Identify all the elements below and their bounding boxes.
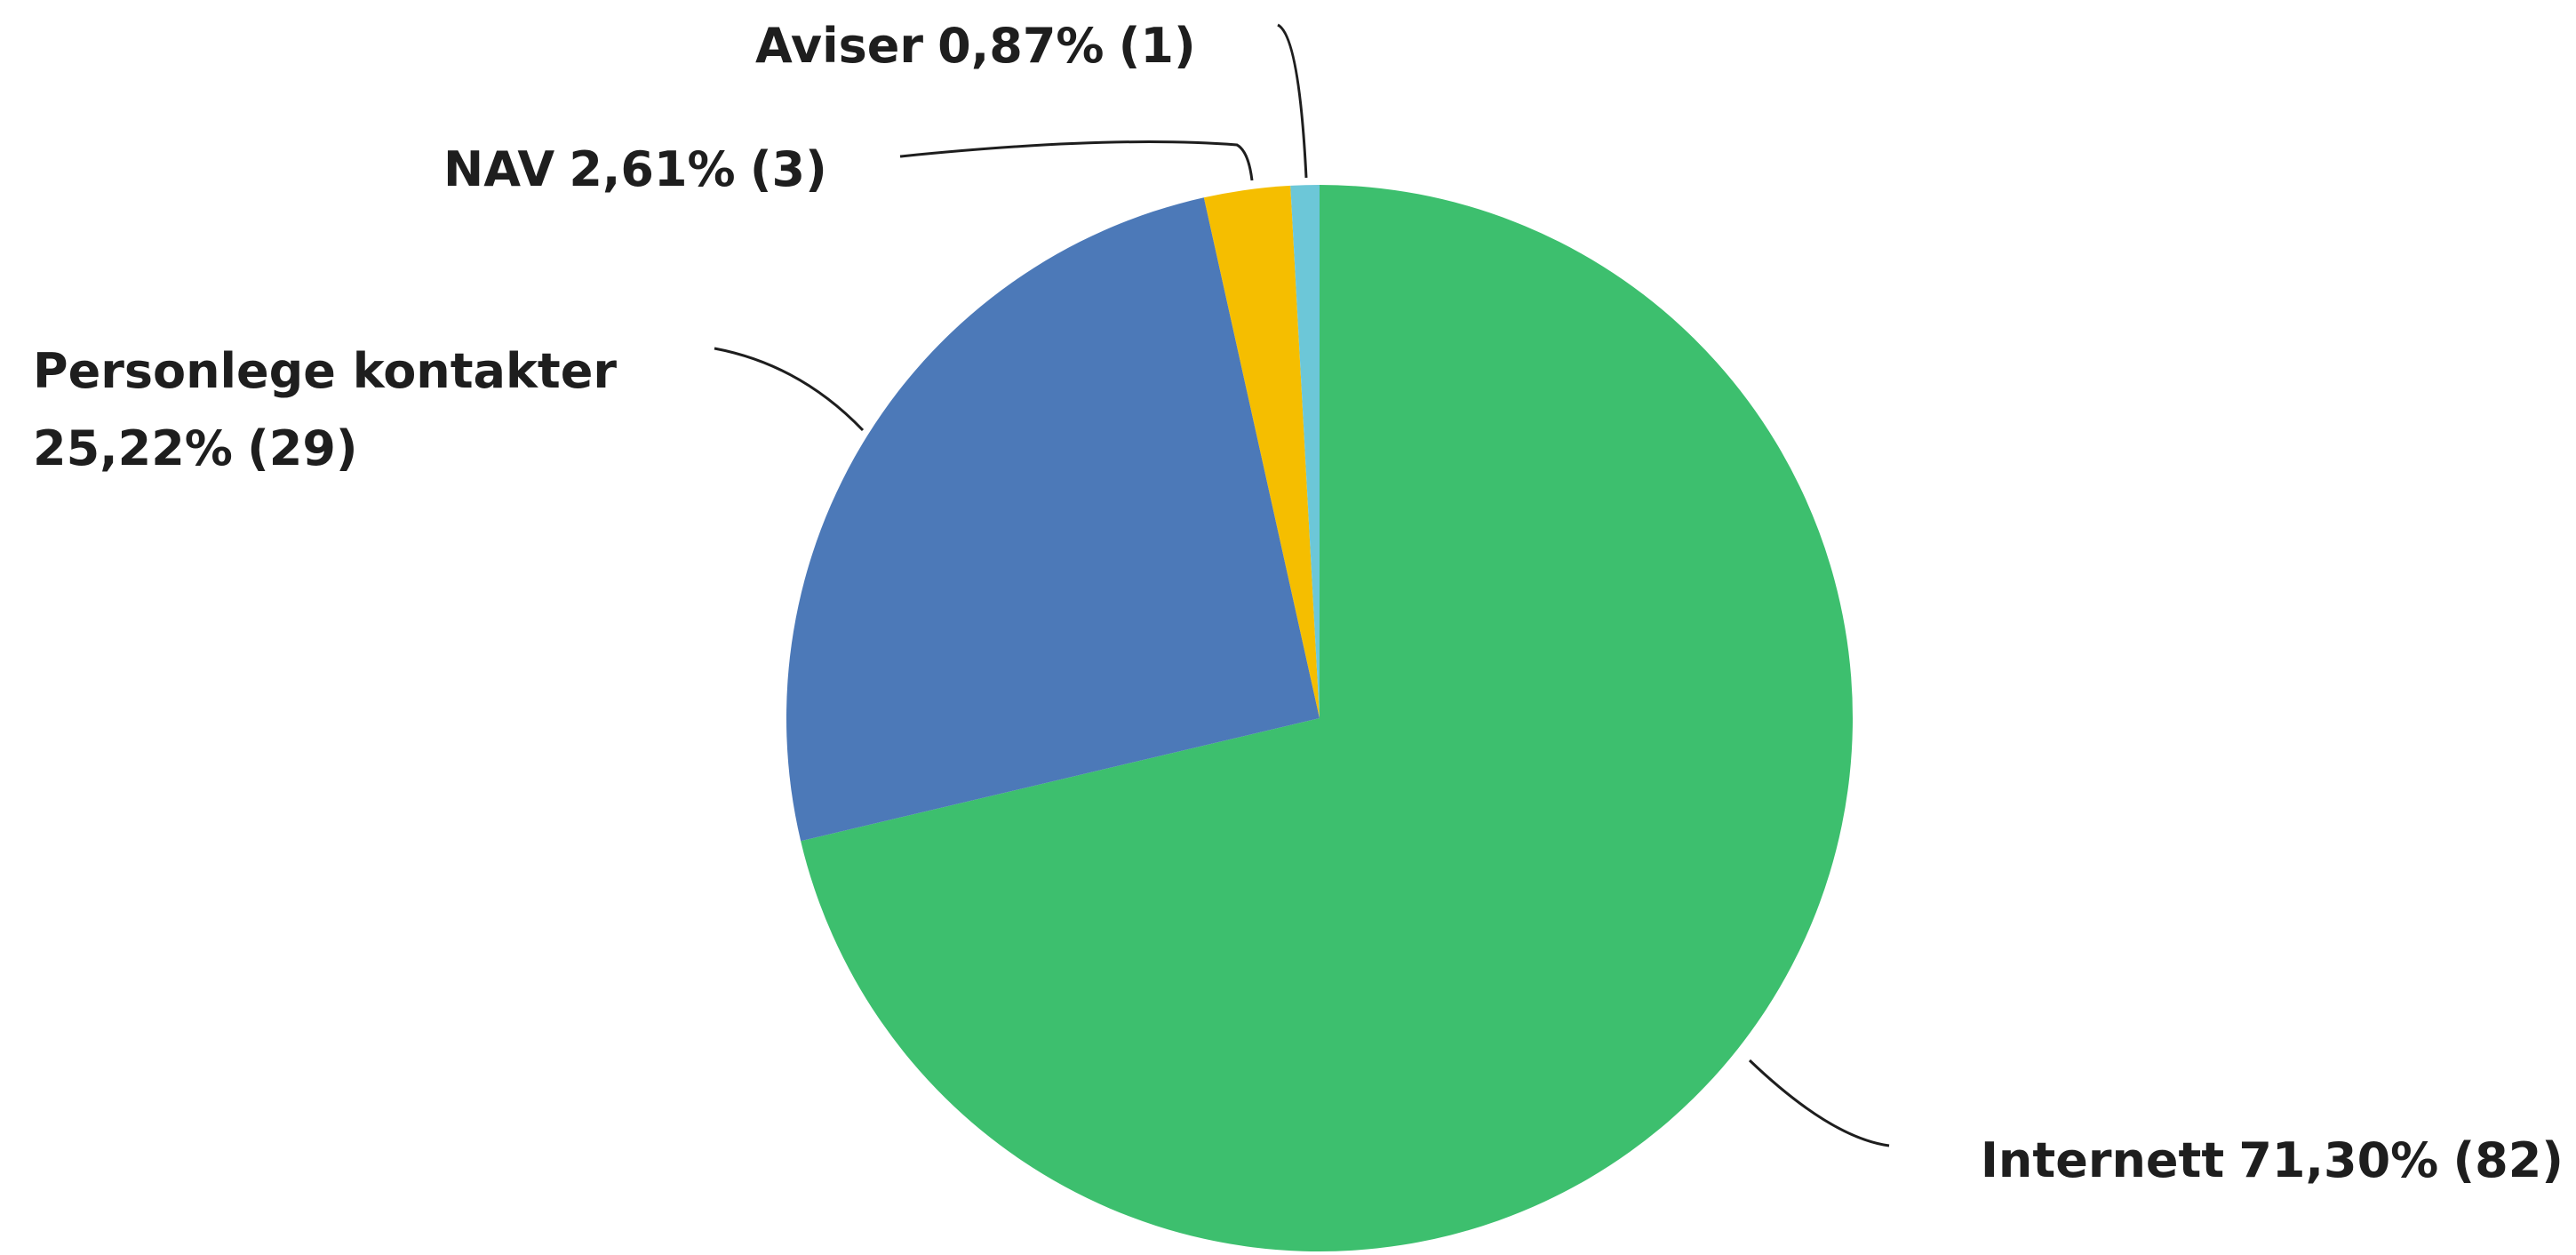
leader-line: [1748, 1059, 1890, 1147]
label-part: Aviser: [755, 18, 923, 74]
pie-slice: [786, 197, 1320, 842]
leader-line: [899, 140, 1254, 181]
slice-label: Personlege kontakter: [33, 343, 617, 399]
slice-label: Aviser 0,87% (1): [755, 18, 1196, 74]
label-part: (82): [2452, 1132, 2564, 1188]
label-part: Internett: [1981, 1132, 2224, 1188]
label-part: NAV: [443, 141, 554, 197]
label-part: 2,61%: [569, 141, 735, 197]
label-part: (1): [1119, 18, 1196, 74]
slice-label: NAV 2,61% (3): [443, 141, 827, 197]
label-part: 71,30%: [2238, 1132, 2438, 1188]
label-part: 0,87%: [937, 18, 1104, 74]
pie-slice: [1203, 185, 1320, 718]
leader-line: [1277, 23, 1308, 179]
pie-slice: [801, 185, 1853, 1251]
label-part: (29): [247, 420, 358, 476]
leader-line: [714, 347, 865, 432]
slice-label: 25,22% (29): [33, 420, 358, 476]
slice-label: Internett 71,30% (82): [1981, 1132, 2564, 1188]
label-part: Personlege kontakter: [33, 343, 617, 399]
label-part: 25,22%: [33, 420, 233, 476]
label-part: (3): [750, 141, 827, 197]
pie-slice: [1290, 185, 1320, 718]
